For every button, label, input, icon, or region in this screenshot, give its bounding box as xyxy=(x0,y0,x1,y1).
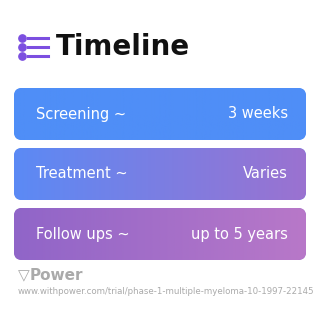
Text: 3 weeks: 3 weeks xyxy=(228,107,288,122)
Text: up to 5 years: up to 5 years xyxy=(191,227,288,242)
Text: Power: Power xyxy=(30,268,84,284)
Text: Follow ups ~: Follow ups ~ xyxy=(36,227,130,242)
Text: Varies: Varies xyxy=(243,166,288,181)
FancyBboxPatch shape xyxy=(14,88,306,140)
FancyBboxPatch shape xyxy=(14,208,306,260)
Text: ▽: ▽ xyxy=(18,268,30,284)
Text: www.withpower.com/trial/phase-1-multiple-myeloma-10-1997-22145: www.withpower.com/trial/phase-1-multiple… xyxy=(18,287,315,297)
Text: Screening ~: Screening ~ xyxy=(36,107,126,122)
FancyBboxPatch shape xyxy=(14,148,306,200)
Text: Treatment ~: Treatment ~ xyxy=(36,166,128,181)
Text: Timeline: Timeline xyxy=(56,33,190,61)
